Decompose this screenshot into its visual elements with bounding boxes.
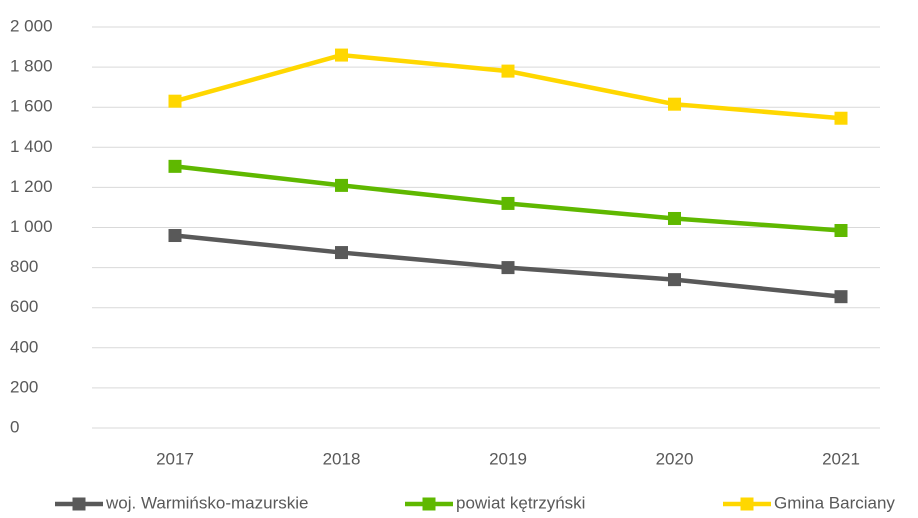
legend-swatch-marker	[422, 497, 436, 511]
y-tick-label: 400	[10, 337, 38, 356]
x-tick-label: 2021	[822, 449, 860, 468]
data-point	[668, 211, 681, 225]
x-tick-label: 2019	[489, 449, 527, 468]
data-point	[335, 246, 348, 260]
data-point	[501, 196, 515, 210]
data-point	[335, 48, 348, 62]
y-tick-label: 1 000	[10, 217, 53, 236]
data-point	[168, 94, 182, 108]
y-tick-label: 1 200	[10, 177, 53, 196]
data-point	[501, 261, 515, 275]
y-tick-label: 2 000	[10, 16, 53, 35]
data-point	[834, 224, 848, 238]
y-tick-label: 800	[10, 257, 38, 276]
data-point	[168, 229, 182, 243]
legend-label: Gmina Barciany	[774, 493, 895, 512]
y-tick-label: 1 800	[10, 57, 53, 76]
x-tick-label: 2017	[156, 449, 194, 468]
legend-swatch-marker	[740, 497, 754, 511]
legend-label: powiat kętrzyński	[456, 493, 585, 512]
data-point	[501, 64, 515, 78]
series-line	[174, 52, 842, 121]
x-tick-label: 2020	[656, 449, 694, 468]
legend-swatch-marker	[72, 497, 86, 511]
data-point	[668, 97, 681, 111]
y-tick-label: 1 600	[10, 97, 53, 116]
y-tick-label: 600	[10, 297, 38, 316]
y-tick-label: 0	[10, 417, 19, 436]
x-tick-label: 2018	[323, 449, 361, 468]
y-tick-label: 200	[10, 377, 38, 396]
data-point	[834, 290, 848, 304]
data-point	[168, 159, 182, 173]
data-point	[834, 111, 848, 125]
data-point	[668, 273, 681, 287]
legend-label: woj. Warmińsko-mazurskie	[105, 493, 308, 512]
data-point	[335, 178, 348, 192]
y-tick-label: 1 400	[10, 137, 53, 156]
